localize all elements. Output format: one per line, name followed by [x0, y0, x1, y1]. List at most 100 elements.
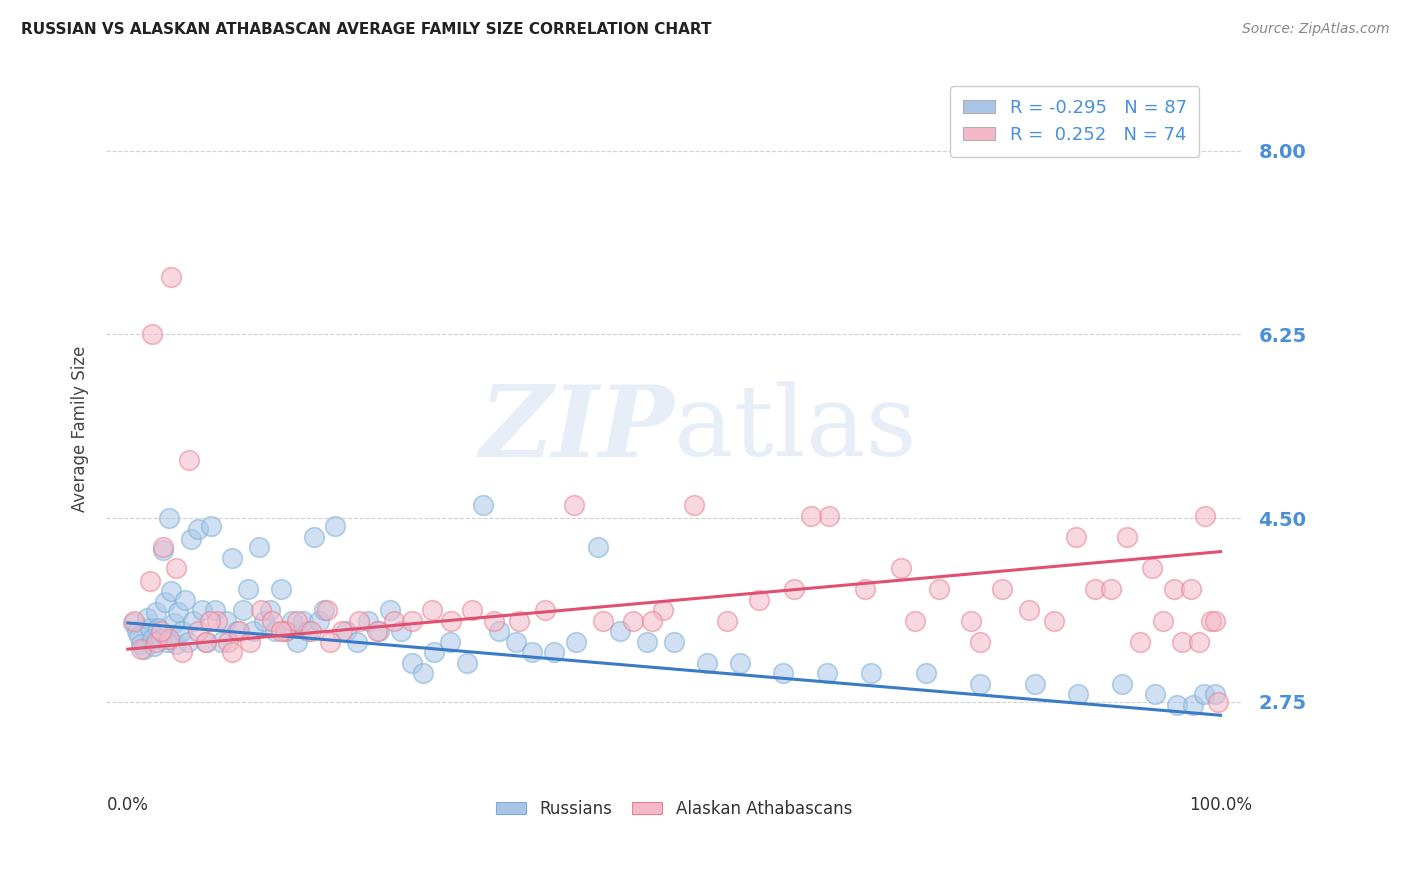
Point [247, 541, 270, 555]
Point [488, 624, 510, 639]
Point [200, 519, 222, 533]
Point [259, 603, 281, 617]
Point [543, 645, 565, 659]
Point [217, 635, 239, 649]
Point [621, 614, 644, 628]
Point [264, 624, 287, 639]
Point [482, 614, 505, 628]
Point [1192, 687, 1215, 701]
Point [1043, 614, 1066, 628]
Point [696, 656, 718, 670]
Point [209, 635, 232, 649]
Point [239, 635, 262, 649]
Point [149, 632, 172, 646]
Point [1066, 530, 1088, 544]
Point [138, 621, 160, 635]
Point [1024, 677, 1046, 691]
Point [520, 645, 543, 659]
Point [335, 624, 357, 639]
Point [461, 603, 484, 617]
Point [368, 624, 391, 639]
Point [315, 603, 337, 617]
Point [128, 628, 150, 642]
Point [1180, 582, 1202, 597]
Point [960, 614, 983, 628]
Point [1140, 561, 1163, 575]
Point [177, 453, 200, 467]
Point [401, 656, 423, 670]
Point [1182, 698, 1205, 712]
Point [297, 624, 319, 639]
Point [471, 499, 494, 513]
Point [204, 603, 226, 617]
Point [609, 624, 631, 639]
Point [299, 624, 322, 639]
Point [221, 550, 243, 565]
Point [160, 269, 183, 284]
Point [122, 615, 145, 630]
Point [1188, 635, 1211, 649]
Point [818, 508, 841, 523]
Point [191, 603, 214, 617]
Point [389, 624, 412, 639]
Point [422, 645, 444, 659]
Point [1199, 614, 1222, 628]
Point [302, 530, 325, 544]
Point [592, 614, 614, 628]
Point [160, 584, 183, 599]
Point [145, 606, 167, 620]
Point [125, 624, 148, 639]
Point [253, 614, 276, 628]
Point [420, 603, 443, 617]
Point [153, 595, 176, 609]
Point [280, 614, 302, 628]
Point [167, 606, 190, 620]
Point [1204, 687, 1226, 701]
Point [928, 582, 950, 597]
Point [636, 635, 658, 649]
Point [505, 635, 527, 649]
Point [1115, 530, 1137, 544]
Point [783, 582, 806, 597]
Point [260, 614, 283, 628]
Point [195, 635, 218, 649]
Point [903, 614, 925, 628]
Point [221, 645, 243, 659]
Point [440, 614, 463, 628]
Point [215, 614, 238, 628]
Point [172, 624, 194, 639]
Point [156, 635, 179, 649]
Point [157, 511, 180, 525]
Point [565, 635, 588, 649]
Point [366, 624, 388, 639]
Point [148, 621, 170, 635]
Point [652, 603, 675, 617]
Point [124, 614, 146, 628]
Point [1129, 635, 1152, 649]
Point [285, 635, 308, 649]
Point [198, 614, 221, 628]
Point [314, 603, 336, 617]
Point [456, 656, 478, 670]
Point [187, 624, 209, 639]
Point [1171, 635, 1194, 649]
Y-axis label: Average Family Size: Average Family Size [72, 346, 89, 512]
Point [534, 603, 557, 617]
Point [855, 582, 877, 597]
Point [325, 519, 347, 533]
Point [157, 632, 180, 646]
Point [308, 614, 330, 628]
Point [165, 637, 187, 651]
Point [991, 582, 1014, 597]
Point [270, 624, 292, 639]
Point [772, 666, 794, 681]
Point [165, 561, 187, 575]
Point [1166, 698, 1188, 712]
Point [195, 635, 218, 649]
Legend: Russians, Alaskan Athabascans: Russians, Alaskan Athabascans [489, 793, 859, 825]
Point [728, 656, 751, 670]
Point [180, 532, 202, 546]
Point [134, 642, 156, 657]
Point [145, 635, 167, 649]
Point [149, 624, 172, 639]
